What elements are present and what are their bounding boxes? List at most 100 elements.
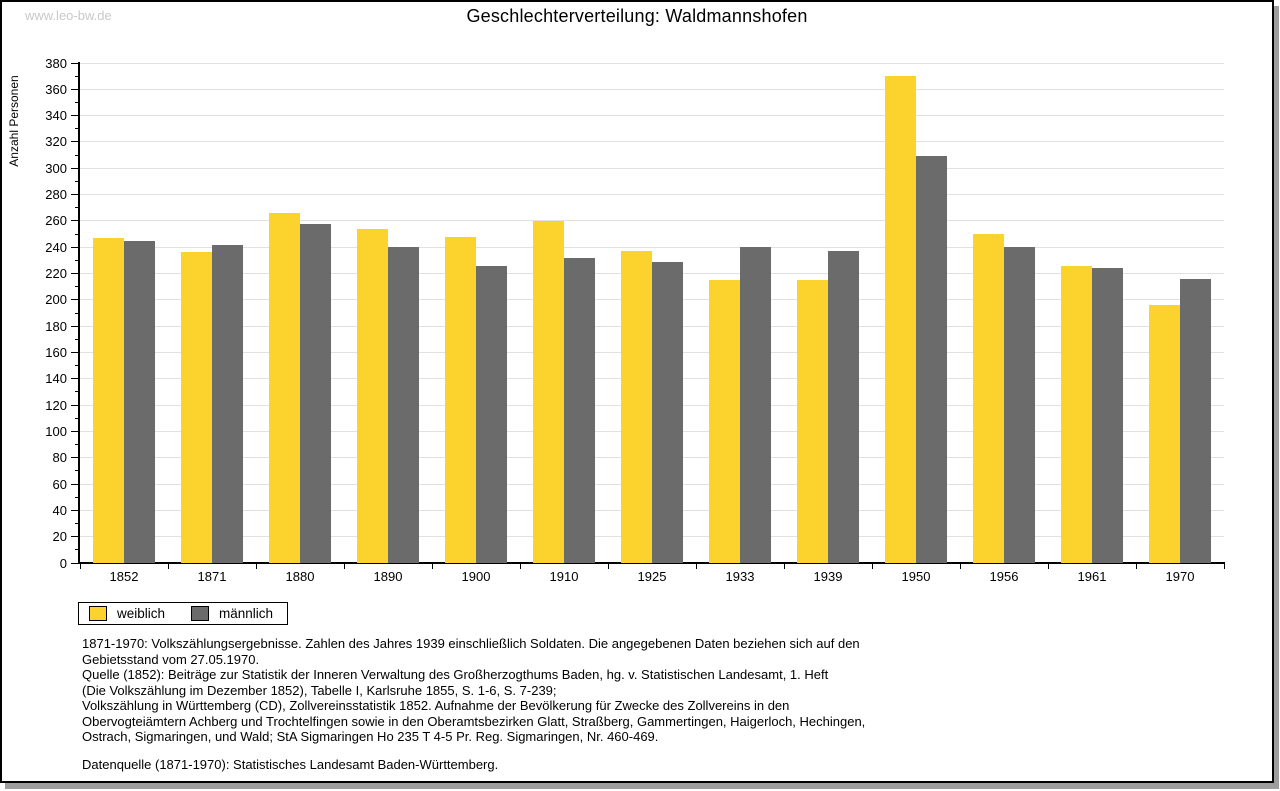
- x-tick-label-1933: 1933: [725, 569, 755, 584]
- y-tick-label-100: 100: [45, 423, 67, 439]
- bar-männlich-1933: [740, 247, 771, 563]
- x-tick-label-1900: 1900: [461, 569, 491, 584]
- legend-label-männlich: männlich: [219, 606, 274, 621]
- y-tick-label-20: 20: [52, 529, 67, 545]
- x-tick-13: [1224, 564, 1225, 569]
- y-tick-380: [71, 62, 79, 64]
- footnote-datenquelle: Datenquelle (1871-1970): Statistisches L…: [82, 756, 499, 772]
- x-tick-label-1956: 1956: [989, 569, 1019, 584]
- y-tick-200: [71, 299, 79, 301]
- legend-item-weiblich: weiblich: [89, 606, 165, 621]
- bar-männlich-1900: [476, 265, 507, 563]
- x-tick-label-1852: 1852: [109, 569, 139, 584]
- bar-männlich-1961: [1092, 268, 1123, 563]
- y-tick-360: [71, 88, 79, 90]
- y-tick-220: [71, 273, 79, 275]
- y-tick-240: [71, 246, 79, 248]
- y-tick-180: [71, 325, 79, 327]
- bar-männlich-1871: [212, 244, 243, 563]
- y-tick-270: [75, 207, 79, 209]
- plot-area: [80, 62, 1224, 563]
- footnote-line: Gebietsstand vom 27.05.1970.: [82, 651, 260, 667]
- bar-männlich-1890: [388, 247, 419, 563]
- y-tick-10: [75, 549, 79, 551]
- footnote-line: Ostrach, Sigmaringen, und Wald; StA Sigm…: [82, 729, 659, 744]
- footnote-line: Quelle (1852): Beiträge zur Statistik de…: [82, 667, 829, 682]
- bar-männlich-1956: [1004, 247, 1035, 563]
- footnote-line: (Die Volkszählung im Dezember 1852), Tab…: [82, 682, 557, 698]
- y-tick-140: [71, 378, 79, 380]
- y-tick-350: [75, 101, 79, 103]
- y-tick-label-380: 380: [45, 55, 67, 71]
- x-tick-4: [432, 564, 433, 569]
- bar-weiblich-1939: [797, 280, 828, 563]
- x-tick-3: [344, 564, 345, 569]
- x-tick-label-1970: 1970: [1165, 569, 1195, 584]
- y-tick-label-240: 240: [45, 239, 67, 255]
- x-tick-11: [1048, 564, 1049, 569]
- bar-weiblich-1852: [93, 238, 124, 563]
- y-tick-label-300: 300: [45, 160, 67, 176]
- y-tick-40: [71, 509, 79, 511]
- legend-swatch-weiblich: [89, 606, 107, 621]
- bar-weiblich-1956: [973, 234, 1004, 563]
- x-tick-6: [608, 564, 609, 569]
- y-tick-150: [75, 365, 79, 367]
- gridline-380: [80, 62, 1224, 64]
- y-tick-300: [71, 167, 79, 169]
- y-tick-label-200: 200: [45, 292, 67, 308]
- y-tick-20: [71, 536, 79, 538]
- x-tick-label-1880: 1880: [285, 569, 315, 584]
- bar-weiblich-1910: [533, 220, 564, 563]
- y-tick-120: [71, 404, 79, 406]
- x-tick-label-1910: 1910: [549, 569, 579, 584]
- bar-männlich-1852: [124, 240, 155, 563]
- bar-weiblich-1925: [621, 251, 652, 563]
- gridline-340: [80, 115, 1224, 117]
- footnote-line: Volkszählung in Württemberg (CD), Zollve…: [82, 698, 790, 713]
- y-tick-label-40: 40: [52, 502, 67, 518]
- bar-weiblich-1950: [885, 76, 916, 563]
- y-tick-30: [75, 523, 79, 525]
- y-tick-label-60: 60: [52, 476, 67, 492]
- y-tick-label-280: 280: [45, 187, 67, 203]
- y-tick-0: [71, 562, 79, 564]
- x-tick-label-1871: 1871: [197, 569, 227, 584]
- x-tick-label-1950: 1950: [901, 569, 931, 584]
- y-tick-130: [75, 391, 79, 393]
- bar-männlich-1925: [652, 261, 683, 563]
- x-tick-label-1961: 1961: [1077, 569, 1107, 584]
- y-tick-label-260: 260: [45, 213, 67, 229]
- y-tick-170: [75, 338, 79, 340]
- y-tick-label-220: 220: [45, 266, 67, 282]
- x-tick-0: [80, 564, 81, 569]
- footnote-line: Obervogteiämtern Achberg und Trochtelfin…: [82, 713, 866, 729]
- x-tick-label-1939: 1939: [813, 569, 843, 584]
- y-tick-80: [71, 457, 79, 459]
- x-tick-9: [872, 564, 873, 569]
- y-tick-230: [75, 259, 79, 261]
- y-tick-label-160: 160: [45, 344, 67, 360]
- legend-item-männlich: männlich: [191, 606, 273, 621]
- bar-weiblich-1933: [709, 280, 740, 563]
- footnotes: 1871-1970: Volkszählungsergebnisse. Zahl…: [82, 636, 865, 772]
- x-axis-line: [78, 562, 1225, 564]
- y-tick-250: [75, 233, 79, 235]
- y-tick-160: [71, 351, 79, 353]
- bar-weiblich-1871: [181, 252, 212, 563]
- x-tick-1: [168, 564, 169, 569]
- gridline-360: [80, 88, 1224, 90]
- bar-weiblich-1970: [1149, 305, 1180, 563]
- y-tick-60: [71, 483, 79, 485]
- bar-männlich-1880: [300, 223, 331, 563]
- y-tick-210: [75, 286, 79, 288]
- y-tick-label-320: 320: [45, 134, 67, 150]
- y-tick-340: [71, 115, 79, 117]
- x-tick-label-1925: 1925: [637, 569, 667, 584]
- legend-label-weiblich: weiblich: [117, 606, 166, 621]
- y-tick-280: [71, 194, 79, 196]
- legend: weiblich männlich: [78, 602, 289, 625]
- y-tick-label-180: 180: [45, 318, 67, 334]
- y-tick-190: [75, 312, 79, 314]
